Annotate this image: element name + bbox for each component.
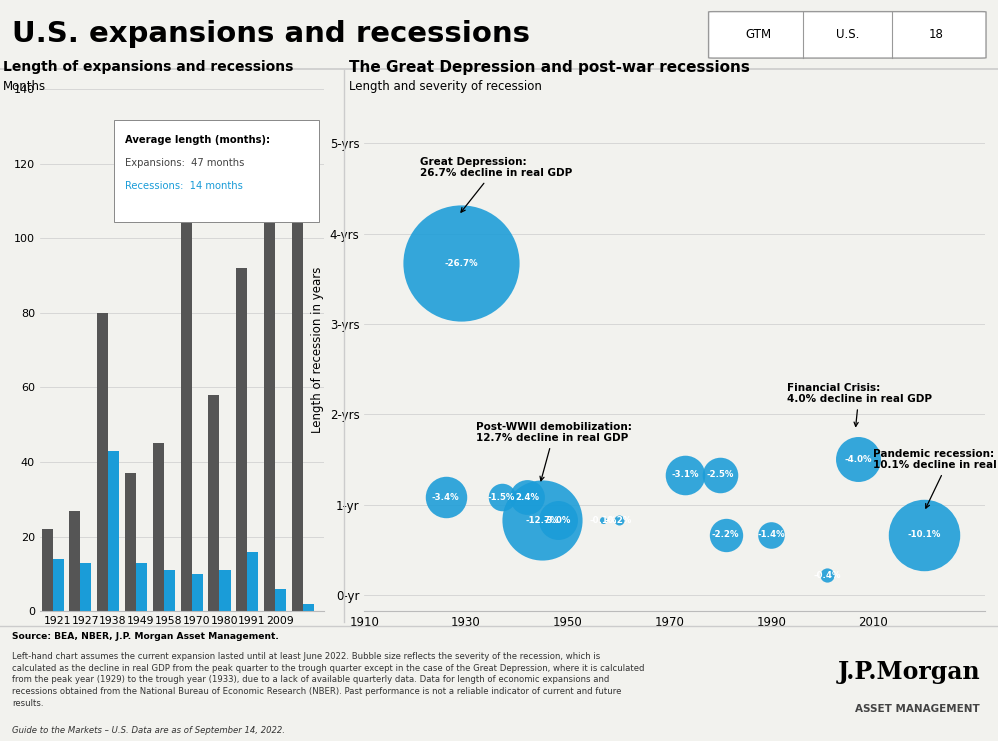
Text: U.S. expansions and recessions: U.S. expansions and recessions bbox=[12, 20, 530, 47]
Text: -1.5%: -1.5% bbox=[488, 493, 515, 502]
Text: Length of expansions and recessions: Length of expansions and recessions bbox=[3, 60, 293, 74]
Text: -3.1%: -3.1% bbox=[671, 471, 699, 479]
Text: The Great Depression and post-war recessions: The Great Depression and post-war recess… bbox=[348, 60, 749, 75]
Bar bbox=[136, 563, 147, 611]
Point bbox=[718, 528, 734, 540]
Point bbox=[596, 514, 612, 526]
Text: Great Depression:
26.7% decline in real GDP: Great Depression: 26.7% decline in real … bbox=[420, 156, 573, 212]
Point bbox=[850, 453, 866, 465]
Bar bbox=[303, 604, 314, 611]
Bar bbox=[291, 133, 303, 611]
Text: J.P.Morgan: J.P.Morgan bbox=[837, 659, 980, 683]
Text: U.S.: U.S. bbox=[835, 28, 859, 41]
Point bbox=[763, 528, 779, 540]
Bar bbox=[209, 395, 220, 611]
Point bbox=[677, 469, 693, 481]
Text: -3.0%: -3.0% bbox=[544, 516, 571, 525]
Bar bbox=[192, 574, 203, 611]
Text: -0.4%: -0.4% bbox=[813, 571, 841, 579]
Text: -12.7%: -12.7% bbox=[526, 516, 559, 525]
FancyBboxPatch shape bbox=[114, 120, 318, 222]
FancyBboxPatch shape bbox=[709, 12, 986, 58]
Text: GTM: GTM bbox=[746, 28, 771, 41]
Point bbox=[550, 514, 566, 526]
Bar bbox=[220, 571, 231, 611]
Bar bbox=[237, 268, 248, 611]
Text: Guide to the Markets – U.S. Data are as of September 14, 2022.: Guide to the Markets – U.S. Data are as … bbox=[12, 726, 285, 735]
Text: 18: 18 bbox=[929, 28, 944, 41]
Text: ASSET MANAGEMENT: ASSET MANAGEMENT bbox=[855, 704, 980, 714]
Text: -26.7%: -26.7% bbox=[444, 259, 478, 268]
Text: Left-hand chart assumes the current expansion lasted until at least June 2022. B: Left-hand chart assumes the current expa… bbox=[12, 652, 645, 708]
Bar bbox=[275, 589, 286, 611]
Point bbox=[819, 569, 835, 581]
Bar bbox=[264, 164, 275, 611]
Point bbox=[453, 257, 469, 269]
Bar bbox=[248, 551, 258, 611]
Bar bbox=[164, 571, 175, 611]
Text: Expansions:  47 months: Expansions: 47 months bbox=[125, 158, 245, 168]
Text: Length and severity of recession: Length and severity of recession bbox=[348, 79, 542, 93]
Text: -1.4%: -1.4% bbox=[757, 530, 785, 539]
Text: Recessions:  14 months: Recessions: 14 months bbox=[125, 182, 244, 191]
Bar bbox=[70, 511, 81, 611]
Bar bbox=[153, 443, 164, 611]
Text: Financial Crisis:
4.0% decline in real GDP: Financial Crisis: 4.0% decline in real G… bbox=[786, 382, 931, 426]
Point bbox=[494, 491, 510, 503]
Text: -10.1%: -10.1% bbox=[907, 530, 941, 539]
Text: Post-WWII demobilization:
12.7% decline in real GDP: Post-WWII demobilization: 12.7% decline … bbox=[476, 422, 632, 481]
Point bbox=[519, 491, 535, 503]
Bar bbox=[42, 529, 53, 611]
Point bbox=[916, 528, 932, 540]
Point bbox=[713, 469, 729, 481]
Text: Average length (months):: Average length (months): bbox=[125, 135, 270, 145]
Text: -2.2%: -2.2% bbox=[712, 530, 740, 539]
Point bbox=[611, 514, 627, 526]
Bar bbox=[81, 563, 92, 611]
Text: 2.4%: 2.4% bbox=[515, 493, 539, 502]
Text: -3.4%: -3.4% bbox=[432, 493, 459, 502]
Bar bbox=[97, 313, 108, 611]
Point bbox=[534, 514, 550, 526]
Text: Source: BEA, NBER, J.P. Morgan Asset Management.: Source: BEA, NBER, J.P. Morgan Asset Man… bbox=[12, 632, 278, 641]
Bar bbox=[53, 559, 64, 611]
Point bbox=[438, 491, 454, 503]
Text: -0.1%: -0.1% bbox=[590, 516, 617, 525]
Bar bbox=[181, 216, 192, 611]
Y-axis label: Length of recession in years: Length of recession in years bbox=[311, 267, 324, 433]
Text: -0.2%: -0.2% bbox=[605, 516, 633, 525]
Text: -4.0%: -4.0% bbox=[844, 455, 871, 464]
Bar bbox=[108, 451, 120, 611]
Text: -2.5%: -2.5% bbox=[707, 471, 735, 479]
Bar bbox=[125, 473, 136, 611]
Text: Months: Months bbox=[3, 79, 46, 93]
Text: Pandemic recession:
10.1% decline in real GDP: Pandemic recession: 10.1% decline in rea… bbox=[873, 448, 998, 508]
